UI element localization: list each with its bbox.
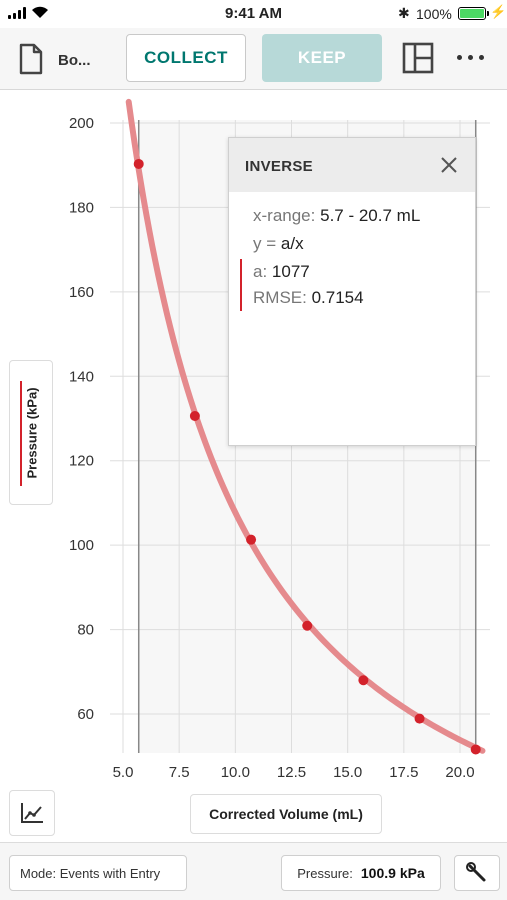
- x-tick-label: 20.0: [445, 764, 474, 781]
- curve-fit-title: INVERSE: [245, 158, 313, 175]
- bottom-bar: Mode: Events with Entry Pressure: 100.9 …: [0, 842, 507, 900]
- x-tick-label: 12.5: [277, 764, 306, 781]
- x-tick-label: 5.0: [113, 764, 134, 781]
- wrench-icon: [466, 862, 486, 882]
- coefficient-a-row: a: 1077: [253, 262, 310, 281]
- document-name[interactable]: Bo...: [58, 52, 91, 69]
- close-icon[interactable]: [439, 155, 459, 175]
- signal-icon: [8, 7, 26, 19]
- data-point[interactable]: [189, 410, 200, 421]
- collect-button[interactable]: COLLECT: [126, 34, 246, 82]
- bluetooth-icon: ✱: [398, 5, 410, 21]
- sensor-meter-button[interactable]: Pressure: 100.9 kPa: [281, 855, 441, 891]
- x-tick-label: 17.5: [389, 764, 418, 781]
- toolbar: Bo... COLLECT KEEP: [0, 28, 507, 90]
- layout-icon[interactable]: [402, 42, 434, 74]
- y-tick-label: 180: [69, 199, 94, 216]
- status-bar: 9:41 AM ✱ 100% ⚡: [0, 0, 507, 28]
- fit-color-bar: [240, 259, 242, 311]
- y-tick-label: 140: [69, 368, 94, 385]
- data-point[interactable]: [414, 713, 425, 724]
- y-tick-label: 60: [77, 706, 94, 723]
- y-tick-label: 80: [77, 622, 94, 639]
- x-range-row: x-range: 5.7 - 20.7 mL: [253, 206, 421, 225]
- file-icon[interactable]: [18, 43, 44, 75]
- wifi-icon: [32, 6, 48, 19]
- charging-icon: ⚡: [490, 4, 507, 19]
- y-tick-label: 120: [69, 453, 94, 470]
- data-point[interactable]: [133, 158, 144, 169]
- keep-button[interactable]: KEEP: [262, 34, 382, 82]
- x-axis-label-button[interactable]: Corrected Volume (mL): [190, 794, 382, 834]
- sensor-label: Pressure:: [297, 865, 353, 881]
- curve-fit-header: INVERSE: [229, 138, 475, 192]
- data-point[interactable]: [470, 744, 481, 755]
- battery-icon: [458, 7, 489, 20]
- y-tick-label: 100: [69, 537, 94, 554]
- x-axis-label: Corrected Volume (mL): [209, 806, 363, 822]
- data-point[interactable]: [246, 534, 257, 545]
- sensor-settings-button[interactable]: [454, 855, 500, 891]
- rmse-row: RMSE: 0.7154: [253, 288, 364, 307]
- series-color-bar: [20, 381, 22, 486]
- mode-button[interactable]: Mode: Events with Entry: [9, 855, 187, 891]
- equation-row: y = a/x: [253, 234, 304, 253]
- more-options-icon[interactable]: [457, 55, 484, 60]
- graph-tools-icon: [21, 803, 43, 823]
- data-point[interactable]: [302, 620, 313, 631]
- y-tick-label: 200: [69, 115, 94, 132]
- sensor-value: 100.9 kPa: [360, 865, 425, 881]
- y-tick-label: 160: [69, 284, 94, 301]
- graph-tools-button[interactable]: [9, 790, 55, 836]
- x-tick-label: 7.5: [169, 764, 190, 781]
- y-axis-label: Pressure (kPa): [24, 387, 40, 479]
- battery-percent: 100%: [416, 6, 452, 22]
- y-axis-label-button[interactable]: Pressure (kPa): [9, 360, 53, 505]
- x-tick-label: 15.0: [333, 764, 362, 781]
- data-point[interactable]: [358, 675, 369, 686]
- curve-fit-panel: INVERSE x-range: 5.7 - 20.7 mL y = a/x a…: [228, 137, 476, 446]
- x-tick-label: 10.0: [221, 764, 250, 781]
- status-time: 9:41 AM: [225, 5, 282, 22]
